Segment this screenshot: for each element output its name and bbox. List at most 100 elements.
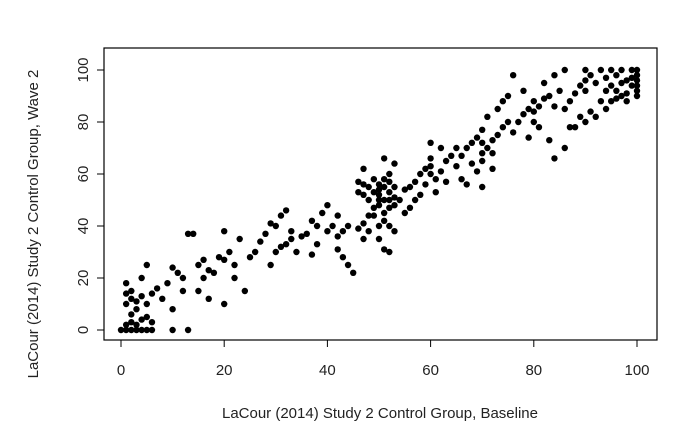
data-point bbox=[499, 98, 507, 105]
data-point bbox=[489, 165, 496, 172]
data-point bbox=[262, 230, 269, 237]
data-point bbox=[334, 246, 341, 253]
data-point bbox=[515, 118, 522, 126]
data-point bbox=[138, 293, 145, 300]
data-point bbox=[417, 191, 424, 198]
data-point bbox=[386, 178, 393, 185]
data-point bbox=[122, 321, 130, 328]
y-tick-label: 100 bbox=[75, 57, 92, 82]
data-point bbox=[195, 287, 202, 295]
data-point bbox=[582, 87, 589, 95]
data-point bbox=[143, 313, 150, 321]
data-point bbox=[272, 248, 279, 256]
data-point bbox=[148, 290, 156, 297]
data-point bbox=[463, 181, 470, 188]
data-point bbox=[153, 285, 161, 292]
data-point bbox=[226, 248, 233, 256]
data-point bbox=[582, 66, 589, 74]
data-point bbox=[561, 66, 568, 74]
data-point bbox=[427, 163, 434, 170]
data-point bbox=[479, 139, 486, 146]
data-point bbox=[613, 95, 620, 102]
data-point bbox=[380, 209, 388, 217]
data-point bbox=[613, 72, 620, 79]
data-point bbox=[221, 228, 228, 235]
data-point bbox=[380, 155, 388, 162]
data-point bbox=[406, 204, 414, 211]
data-point bbox=[442, 178, 450, 185]
data-point bbox=[587, 108, 594, 115]
data-point bbox=[422, 165, 429, 172]
data-point bbox=[566, 124, 574, 131]
data-point bbox=[169, 264, 176, 271]
data-point bbox=[267, 220, 274, 227]
data-point bbox=[577, 113, 584, 121]
data-point bbox=[370, 212, 378, 219]
data-point bbox=[257, 238, 264, 245]
data-point bbox=[396, 196, 403, 204]
data-point bbox=[375, 186, 383, 193]
data-point bbox=[453, 144, 460, 152]
data-points bbox=[117, 66, 641, 334]
data-point bbox=[195, 261, 202, 269]
data-point bbox=[494, 105, 501, 113]
data-point bbox=[365, 228, 372, 235]
data-point bbox=[479, 157, 486, 165]
data-point bbox=[509, 129, 517, 136]
data-point bbox=[313, 222, 321, 230]
data-point bbox=[184, 230, 192, 237]
data-point bbox=[370, 204, 378, 211]
data-point bbox=[530, 98, 537, 105]
data-point bbox=[128, 311, 135, 318]
data-point bbox=[458, 152, 465, 159]
data-point bbox=[375, 235, 383, 243]
data-point bbox=[489, 137, 496, 144]
y-tick-label: 0 bbox=[75, 326, 92, 334]
data-point bbox=[138, 274, 145, 282]
data-point bbox=[494, 131, 501, 139]
data-point bbox=[597, 98, 605, 105]
data-point bbox=[128, 326, 135, 334]
data-point bbox=[355, 178, 362, 185]
data-point bbox=[133, 306, 140, 313]
data-point bbox=[179, 274, 187, 282]
data-point bbox=[602, 105, 610, 113]
data-point bbox=[608, 66, 615, 74]
data-point bbox=[386, 196, 393, 204]
data-point bbox=[148, 326, 156, 334]
data-point bbox=[391, 194, 398, 201]
data-point bbox=[489, 150, 496, 157]
data-point bbox=[504, 118, 512, 126]
data-point bbox=[133, 326, 140, 334]
data-point bbox=[411, 196, 419, 204]
data-point bbox=[179, 287, 187, 295]
x-tick-label: 60 bbox=[422, 362, 439, 379]
data-point bbox=[391, 202, 398, 209]
data-point bbox=[401, 186, 408, 193]
data-point bbox=[282, 241, 290, 248]
data-point bbox=[360, 165, 367, 172]
y-tick-label: 60 bbox=[75, 166, 92, 183]
data-point bbox=[246, 254, 254, 261]
data-point bbox=[169, 326, 176, 334]
data-point bbox=[386, 204, 393, 211]
data-point bbox=[520, 87, 527, 95]
data-point bbox=[551, 155, 558, 162]
data-point bbox=[546, 92, 553, 100]
data-point bbox=[525, 105, 532, 113]
data-point bbox=[602, 87, 610, 95]
data-point bbox=[308, 217, 316, 224]
data-point bbox=[618, 92, 625, 100]
data-point bbox=[122, 290, 130, 297]
data-point bbox=[319, 209, 326, 217]
data-point bbox=[473, 168, 481, 175]
data-point bbox=[386, 248, 393, 256]
data-point bbox=[215, 254, 223, 261]
data-point bbox=[205, 295, 212, 302]
data-point bbox=[587, 72, 594, 79]
data-point bbox=[303, 230, 310, 237]
data-point bbox=[138, 326, 145, 334]
data-point bbox=[210, 269, 218, 276]
data-point bbox=[122, 326, 130, 334]
x-axis: 0 20 40 60 80 100 bbox=[117, 339, 650, 379]
